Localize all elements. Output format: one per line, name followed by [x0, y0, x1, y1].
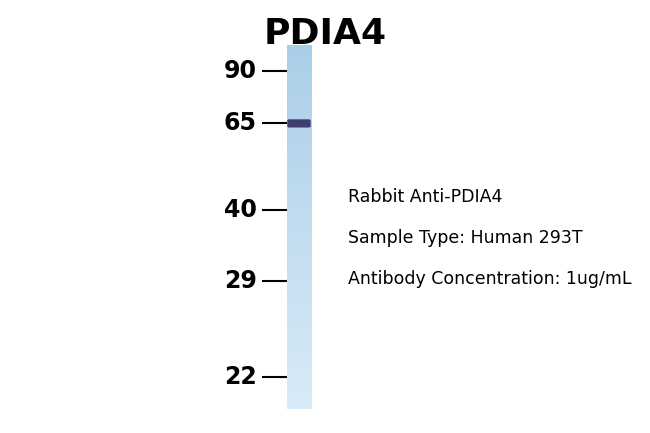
FancyBboxPatch shape — [287, 119, 311, 128]
Text: 65: 65 — [224, 111, 257, 136]
Text: 29: 29 — [224, 269, 257, 294]
Text: 22: 22 — [224, 365, 257, 389]
Text: Antibody Concentration: 1ug/mL: Antibody Concentration: 1ug/mL — [348, 270, 631, 288]
Text: Sample Type: Human 293T: Sample Type: Human 293T — [348, 229, 582, 247]
Text: 90: 90 — [224, 59, 257, 84]
Text: Rabbit Anti-PDIA4: Rabbit Anti-PDIA4 — [348, 188, 502, 206]
Text: PDIA4: PDIA4 — [263, 17, 387, 52]
Text: 40: 40 — [224, 198, 257, 222]
